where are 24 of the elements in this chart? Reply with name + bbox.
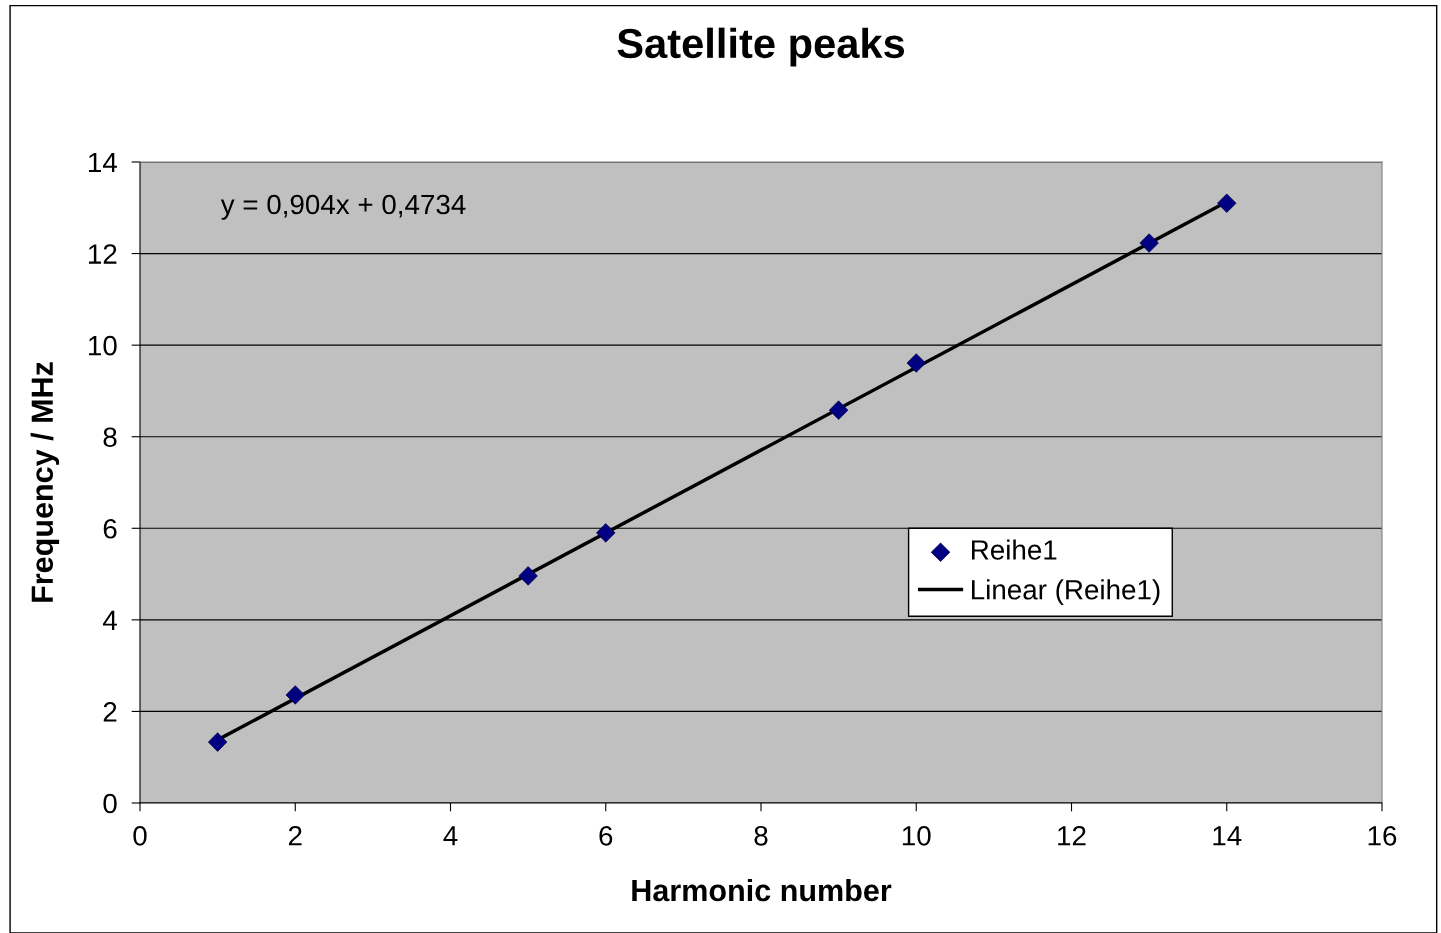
- legend-label: Reihe1: [972, 539, 1057, 560]
- x-tick-label: 4: [443, 826, 458, 846]
- x-tick-label: 12: [1058, 825, 1086, 846]
- y-tick-label: 6: [103, 518, 117, 539]
- y-tick-label: 2: [103, 702, 117, 722]
- x-tick-label: 6: [599, 825, 613, 846]
- y-tick-label: 4: [102, 610, 117, 630]
- annotation: y = 0,904x + 0,4734: [220, 194, 466, 220]
- y-tick-label: 12: [89, 244, 117, 264]
- y-axis-title: Frequency / MHz: [30, 362, 60, 602]
- x-tick-label: 8: [754, 825, 768, 846]
- y-tick-label: 10: [89, 335, 117, 356]
- x-tick-label: 0: [133, 825, 147, 846]
- x-tick-label: 14: [1213, 826, 1242, 846]
- y-tick-label: 8: [103, 427, 117, 448]
- y-tick-label: 14: [89, 152, 117, 173]
- chart-title: Satellite peaks: [617, 27, 905, 67]
- y-tick-label: 0: [103, 793, 117, 814]
- x-tick-label: 16: [1368, 825, 1397, 846]
- x-axis-title: Harmonic number: [632, 878, 892, 902]
- legend-label: Linear (Reihe1): [972, 579, 1160, 606]
- point: [906, 353, 926, 373]
- x-tick-label: 2: [288, 825, 302, 846]
- x-tick-label: 10: [902, 825, 931, 846]
